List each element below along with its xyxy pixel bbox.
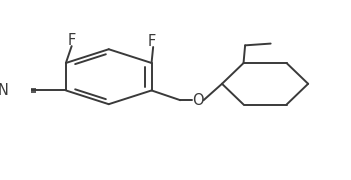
Text: O: O: [192, 93, 204, 108]
Text: F: F: [147, 34, 156, 49]
Text: N: N: [0, 83, 8, 98]
Text: F: F: [67, 33, 76, 48]
